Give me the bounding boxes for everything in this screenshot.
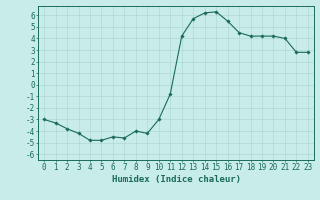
X-axis label: Humidex (Indice chaleur): Humidex (Indice chaleur) — [111, 175, 241, 184]
